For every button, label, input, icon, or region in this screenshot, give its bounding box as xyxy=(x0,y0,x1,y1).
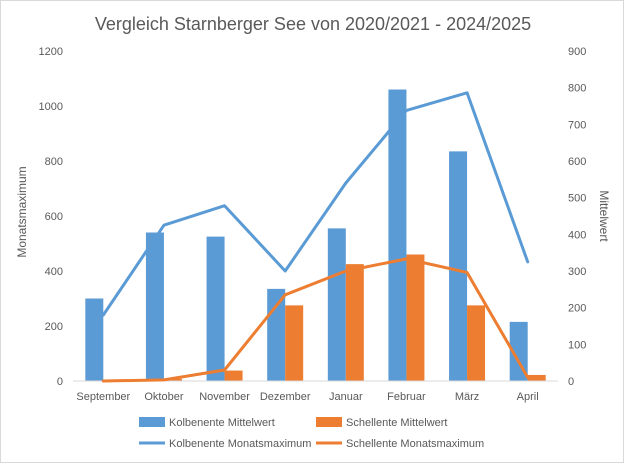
left-tick-label: 600 xyxy=(45,211,63,223)
right-tick-label: 700 xyxy=(568,119,586,131)
bar xyxy=(327,228,346,381)
left-tick-label: 0 xyxy=(57,376,63,388)
bar xyxy=(467,305,486,381)
legend-item: Schellente Monatsmaximum xyxy=(316,438,484,450)
right-tick-label: 200 xyxy=(568,303,586,315)
legend-label: Schellente Monatsmaximum xyxy=(346,438,484,450)
bar xyxy=(388,89,407,381)
bar xyxy=(85,298,104,381)
right-tick-label: 300 xyxy=(568,266,586,278)
left-axis-title: Monatsmaximum xyxy=(15,166,29,257)
right-axis-title: Mittelwert xyxy=(597,190,611,242)
right-tick-label: 0 xyxy=(568,376,574,388)
legend-swatch-bar xyxy=(139,417,165,427)
bar xyxy=(206,236,225,381)
right-tick-label: 400 xyxy=(568,229,586,241)
left-tick-label: 200 xyxy=(45,321,63,333)
bar xyxy=(224,370,243,381)
right-tick-label: 100 xyxy=(568,339,586,351)
legend-label: Kolbenente Monatsmaximum xyxy=(169,438,311,450)
x-tick-label: Dezember xyxy=(260,391,311,403)
x-tick-label: Februar xyxy=(387,391,426,403)
bar xyxy=(285,305,304,381)
x-tick-label: Oktober xyxy=(144,391,183,403)
legend-label: Schellente Mittelwert xyxy=(346,417,448,429)
bar xyxy=(145,232,164,381)
right-tick-label: 600 xyxy=(568,156,586,168)
line-series xyxy=(101,91,530,383)
right-tick-label: 900 xyxy=(568,46,586,58)
x-tick-label: November xyxy=(199,391,250,403)
series-line xyxy=(101,257,530,383)
bar xyxy=(449,151,468,381)
chart-title: Vergleich Starnberger See von 2020/2021 … xyxy=(95,14,531,34)
legend-item: Kolbenente Monatsmaximum xyxy=(139,438,311,450)
legend-label: Kolbenente Mittelwert xyxy=(169,417,275,429)
left-tick-label: 800 xyxy=(45,156,63,168)
bar xyxy=(267,288,286,381)
legend-item: Schellente Mittelwert xyxy=(316,417,448,429)
bar xyxy=(345,264,364,381)
bar-series xyxy=(85,89,546,381)
bar xyxy=(509,321,528,381)
legend-swatch-bar xyxy=(316,417,342,427)
x-tick-label: Januar xyxy=(329,391,363,403)
left-tick-label: 1000 xyxy=(39,101,63,113)
x-tick-label: April xyxy=(517,391,539,403)
bar xyxy=(406,254,425,381)
x-tick-label: März xyxy=(455,391,479,403)
x-tick-label: September xyxy=(76,391,130,403)
legend: Kolbenente Mittelwert Schellente Mittelwe… xyxy=(139,417,484,450)
legend-item: Kolbenente Mittelwert xyxy=(139,417,275,429)
left-tick-label: 400 xyxy=(45,266,63,278)
left-axis-ticks: 0 200 400 600 800 1000 1200 xyxy=(39,46,63,388)
right-tick-label: 800 xyxy=(568,83,586,95)
left-tick-label: 1200 xyxy=(39,46,63,58)
series-line xyxy=(101,91,530,317)
right-tick-label: 500 xyxy=(568,193,586,205)
x-axis-ticks: September Oktober November Dezember Januar Fe… xyxy=(76,391,538,403)
bar xyxy=(527,374,546,381)
right-axis-ticks: 0 100 200 300 400 500 600 700 800 900 xyxy=(568,46,586,388)
